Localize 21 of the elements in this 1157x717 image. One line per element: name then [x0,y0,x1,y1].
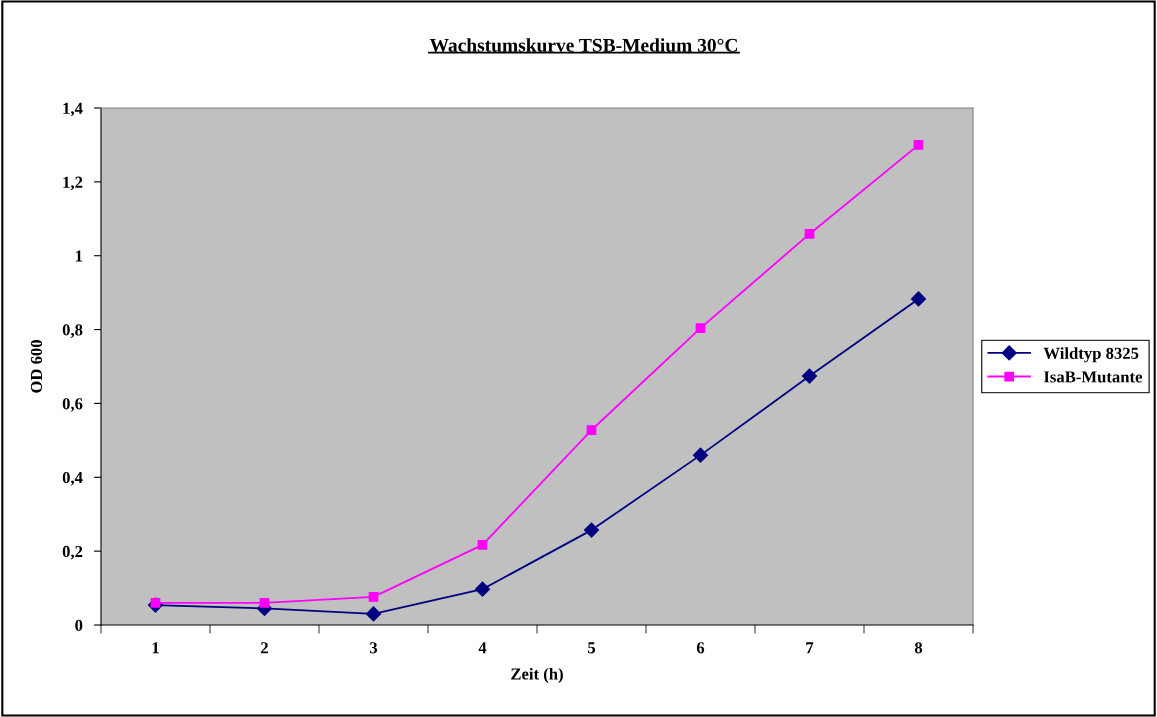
y-axis-title: OD 600 [30,340,43,393]
x-tick-label: 7 [806,642,814,654]
y-tick-label: 1,4 [63,102,83,117]
legend-label: IsaB-Mutante [1043,371,1143,383]
x-tick-label: 8 [914,642,923,654]
y-tick-label: 0,6 [62,398,83,412]
y-tick-label: 1 [75,250,83,262]
x-tick-label: 2 [261,642,268,654]
x-tick-label: 3 [369,642,378,654]
x-axis-title: Zeit (h) [511,667,563,684]
y-tick-label: 0,8 [62,324,83,338]
y-tick-label: 1,2 [63,176,83,191]
x-tick-label: 1 [152,642,159,654]
y-tick-label: 0,2 [62,545,83,560]
legend-label: Wildtyp 8325 [1043,347,1139,363]
x-tick-label: 4 [478,642,487,654]
x-tick-label: 5 [588,642,596,654]
x-tick-label: 6 [696,642,705,654]
chart-title: Wachstumskurve TSB-Medium 30°C [429,38,737,52]
y-tick-label: 0,4 [62,471,83,486]
y-tick-label: 0 [75,619,83,631]
